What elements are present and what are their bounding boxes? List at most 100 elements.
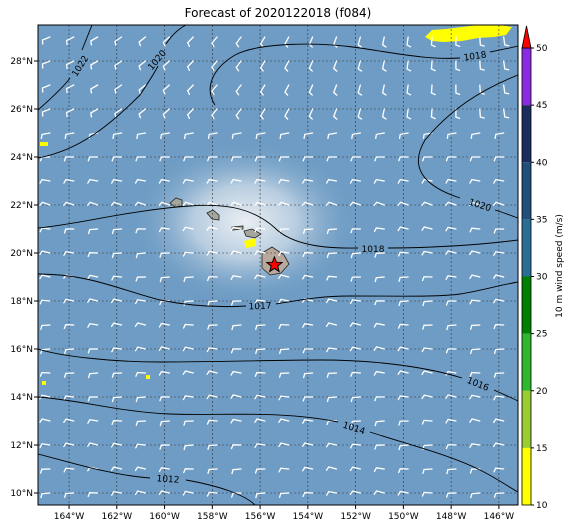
wind-barb (373, 346, 385, 351)
isobar-1012 (38, 453, 256, 505)
wind-barb (284, 60, 290, 72)
wind-barb (430, 36, 436, 48)
wind-barb (373, 490, 385, 495)
wind-barb (349, 322, 362, 327)
isobar-label-1018-middle: 1018 (362, 245, 385, 255)
wind-barb (327, 132, 338, 139)
wind-barb (278, 492, 290, 498)
wind-barb (87, 274, 99, 280)
wind-barb (259, 36, 266, 48)
wind-barb (349, 466, 362, 472)
wind-barb (114, 84, 123, 95)
wind-barb (469, 371, 481, 377)
wind-barb (39, 418, 51, 423)
wind-barb (87, 298, 99, 303)
wind-barb (469, 443, 481, 449)
wind-barb (397, 490, 409, 496)
lon-tick-label: 158°W (197, 512, 228, 522)
wind-barb (206, 201, 218, 206)
wind-barb (278, 201, 290, 206)
wind-barb (357, 108, 363, 120)
wind-barb (278, 178, 290, 184)
wind-barb (111, 178, 123, 184)
wind-barb (398, 300, 409, 307)
wind-barb (87, 442, 99, 447)
wind-barb (421, 394, 433, 400)
isobar-1016 (38, 348, 518, 402)
wind-barb (325, 466, 338, 471)
wind-barb (87, 178, 99, 184)
wind-barb (302, 348, 314, 354)
wind-barb (397, 201, 409, 206)
wind-barbs (39, 36, 510, 499)
wind-barb (397, 251, 409, 257)
wind-barb (158, 467, 170, 473)
wind-barb (186, 84, 194, 95)
wind-barb (398, 444, 409, 451)
wind-patch-north (425, 25, 512, 42)
wind-barb (493, 178, 505, 184)
wind-barb (278, 418, 290, 424)
wind-barb (39, 299, 51, 305)
colorbar-tick-label: 45 (536, 101, 547, 111)
wind-barb (325, 201, 338, 206)
wind-barb (397, 323, 409, 329)
wind-barb (302, 252, 314, 258)
lat-tick-label: 20°N (10, 249, 33, 259)
wind-barb (325, 178, 338, 184)
wind-barb (326, 252, 338, 258)
colorbar-segment (522, 447, 531, 505)
isobar-1014 (38, 396, 518, 493)
wind-barb (206, 250, 218, 256)
wind-barb (278, 156, 290, 162)
wind-barb (326, 396, 338, 403)
wind-barb (469, 250, 481, 256)
wind-barb (39, 274, 51, 280)
wind-barb (469, 178, 481, 184)
wind-barb (158, 370, 170, 376)
wind-barb (235, 60, 242, 72)
wind-barb (235, 108, 242, 120)
wind-barb (381, 36, 387, 48)
wind-barb (110, 466, 123, 471)
wind-barb (326, 156, 338, 162)
wind-barb (207, 324, 218, 330)
colorbar-segment (522, 219, 531, 277)
wind-barb (349, 299, 362, 305)
isobar-1017 (38, 273, 518, 308)
wind-barb (182, 201, 194, 206)
wind-barb (406, 108, 412, 120)
wind-barb (39, 227, 51, 233)
wind-barb (302, 466, 314, 472)
wind-barb (350, 276, 362, 282)
wind-barb (134, 490, 147, 496)
wind-barb (254, 274, 266, 280)
wind-barb (64, 132, 75, 139)
wind-barb (278, 323, 290, 329)
wind-barb (255, 492, 266, 499)
wind-barb (278, 298, 290, 304)
wind-barb (231, 132, 242, 139)
wind-barb (110, 201, 123, 206)
wind-barb (206, 491, 218, 497)
wind-barb (63, 372, 75, 378)
colorbar-label: 10 m wind speed (m/s) (555, 214, 565, 318)
wind-barb (421, 491, 433, 497)
wind-barb (254, 201, 266, 206)
wind-barb (398, 276, 409, 282)
colorbar-tick-label: 35 (536, 215, 547, 225)
wind-barb (301, 442, 314, 447)
wind-barb (138, 108, 147, 119)
wind-barb (39, 201, 51, 206)
lon-tick-label: 152°W (340, 512, 371, 522)
wind-barb (254, 443, 266, 449)
wind-barb (87, 348, 99, 354)
wind-barb (398, 132, 409, 139)
wind-barb (493, 298, 505, 304)
wind-barb (182, 251, 194, 257)
wind-barb (230, 370, 242, 376)
wind-barb (303, 132, 314, 139)
wind-barb (445, 250, 457, 255)
wind-barb (374, 396, 385, 402)
wind-barb (254, 468, 266, 474)
